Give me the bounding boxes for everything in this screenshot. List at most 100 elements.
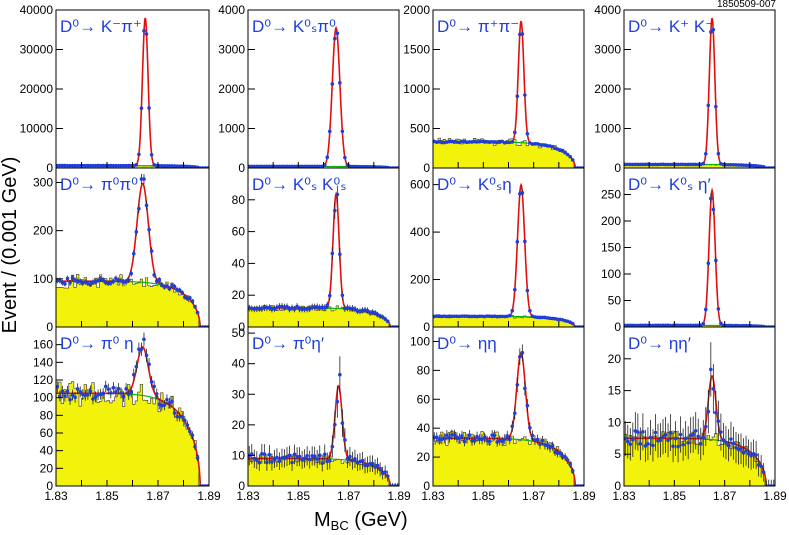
data-point: [530, 433, 535, 438]
data-point: [716, 419, 721, 423]
data-point: [60, 163, 65, 168]
data-point: [648, 435, 653, 440]
data-point: [340, 293, 345, 298]
data-point: [249, 452, 254, 456]
data-point: [625, 162, 630, 167]
data-point: [373, 311, 377, 315]
data-point: [175, 414, 179, 419]
data-point: [300, 307, 304, 311]
data-point: [139, 347, 144, 352]
data-point: [111, 163, 116, 168]
data-point: [482, 435, 487, 440]
y-tick-label: 0: [238, 320, 245, 334]
data-point: [490, 140, 494, 144]
data-point: [523, 386, 527, 391]
data-point: [190, 299, 195, 303]
y-tick-label: 20: [417, 450, 431, 464]
data-point: [691, 323, 696, 327]
data-point: [360, 458, 365, 463]
data-point: [88, 389, 93, 393]
data-point: [683, 162, 688, 167]
y-tick-label: 3000: [218, 43, 245, 57]
data-point: [638, 442, 643, 446]
y-tick-label: 100: [33, 272, 53, 286]
data-point: [147, 106, 151, 110]
data-point: [515, 239, 520, 244]
data-point: [706, 261, 711, 266]
data-point: [333, 422, 337, 427]
y-tick-label: 2000: [218, 82, 245, 96]
signal-fit-curve: [624, 187, 775, 327]
y-tick-label: 60: [40, 426, 54, 440]
y-tick-label: 15: [608, 384, 622, 398]
data-point: [653, 162, 658, 167]
data-point: [172, 164, 177, 168]
x-tick-label: 1.85: [95, 489, 119, 503]
panel-plot-area: [56, 332, 209, 486]
y-tick-label: 3000: [594, 43, 621, 57]
y-tick-label: 1000: [403, 82, 430, 96]
x-tick-label: 1.87: [522, 489, 546, 503]
data-point: [568, 462, 572, 467]
data-point: [445, 314, 449, 319]
data-point: [65, 276, 70, 281]
data-point: [729, 437, 733, 441]
data-point: [68, 281, 72, 285]
data-point: [340, 129, 345, 134]
data-point: [101, 163, 105, 168]
data-point: [165, 284, 169, 288]
data-point: [63, 282, 67, 286]
data-point: [277, 459, 282, 463]
panel-plot-area: [433, 20, 584, 168]
data-point: [325, 303, 330, 308]
panel-plot-area: [248, 185, 399, 327]
data-point: [628, 442, 633, 447]
data-point: [686, 440, 690, 445]
data-point: [167, 286, 172, 291]
data-point: [182, 418, 187, 423]
data-point: [368, 461, 372, 466]
panel-12: 0 5 10 15 20 1.83 1.85 1.87 1.89 D⁰→ ηη′: [608, 326, 787, 503]
data-point: [338, 81, 342, 85]
y-tick-label: 60: [232, 225, 246, 239]
data-point: [88, 163, 93, 168]
data-point: [255, 458, 259, 462]
data-point: [142, 29, 146, 33]
x-tick-label: 1.83: [421, 489, 445, 503]
data-point: [83, 163, 88, 168]
data-point: [327, 458, 332, 463]
data-point: [525, 403, 530, 408]
data-point: [678, 432, 683, 437]
data-point: [500, 439, 505, 444]
data-point: [195, 456, 200, 460]
data-point: [340, 421, 345, 425]
data-point: [563, 455, 567, 459]
data-point: [533, 142, 537, 146]
data-point: [320, 461, 325, 465]
y-tick-label: 200: [33, 224, 53, 238]
data-point: [338, 252, 342, 257]
y-tick-label: 1500: [403, 43, 430, 57]
data-point: [518, 354, 522, 359]
y-tick-label: 4000: [218, 3, 245, 17]
data-point: [63, 394, 67, 399]
data-point: [350, 458, 355, 463]
data-point: [457, 436, 462, 441]
data-point: [121, 163, 126, 168]
data-point: [91, 163, 95, 168]
data-point: [370, 461, 375, 466]
panel-plot-area: [433, 344, 584, 486]
y-tick-label: 10: [232, 448, 246, 462]
data-point: [749, 453, 753, 458]
data-point: [701, 161, 706, 166]
y-tick-label: 400: [410, 225, 430, 239]
y-tick-label: 10000: [20, 122, 54, 136]
y-tick-label: 4000: [594, 3, 621, 17]
data-point: [137, 347, 141, 351]
panel-plot-area: [56, 173, 209, 327]
data-point: [310, 305, 314, 309]
data-point: [375, 312, 380, 317]
y-tick-label: 40000: [20, 3, 54, 17]
y-tick-label: 0: [46, 479, 53, 493]
data-point: [147, 362, 151, 367]
